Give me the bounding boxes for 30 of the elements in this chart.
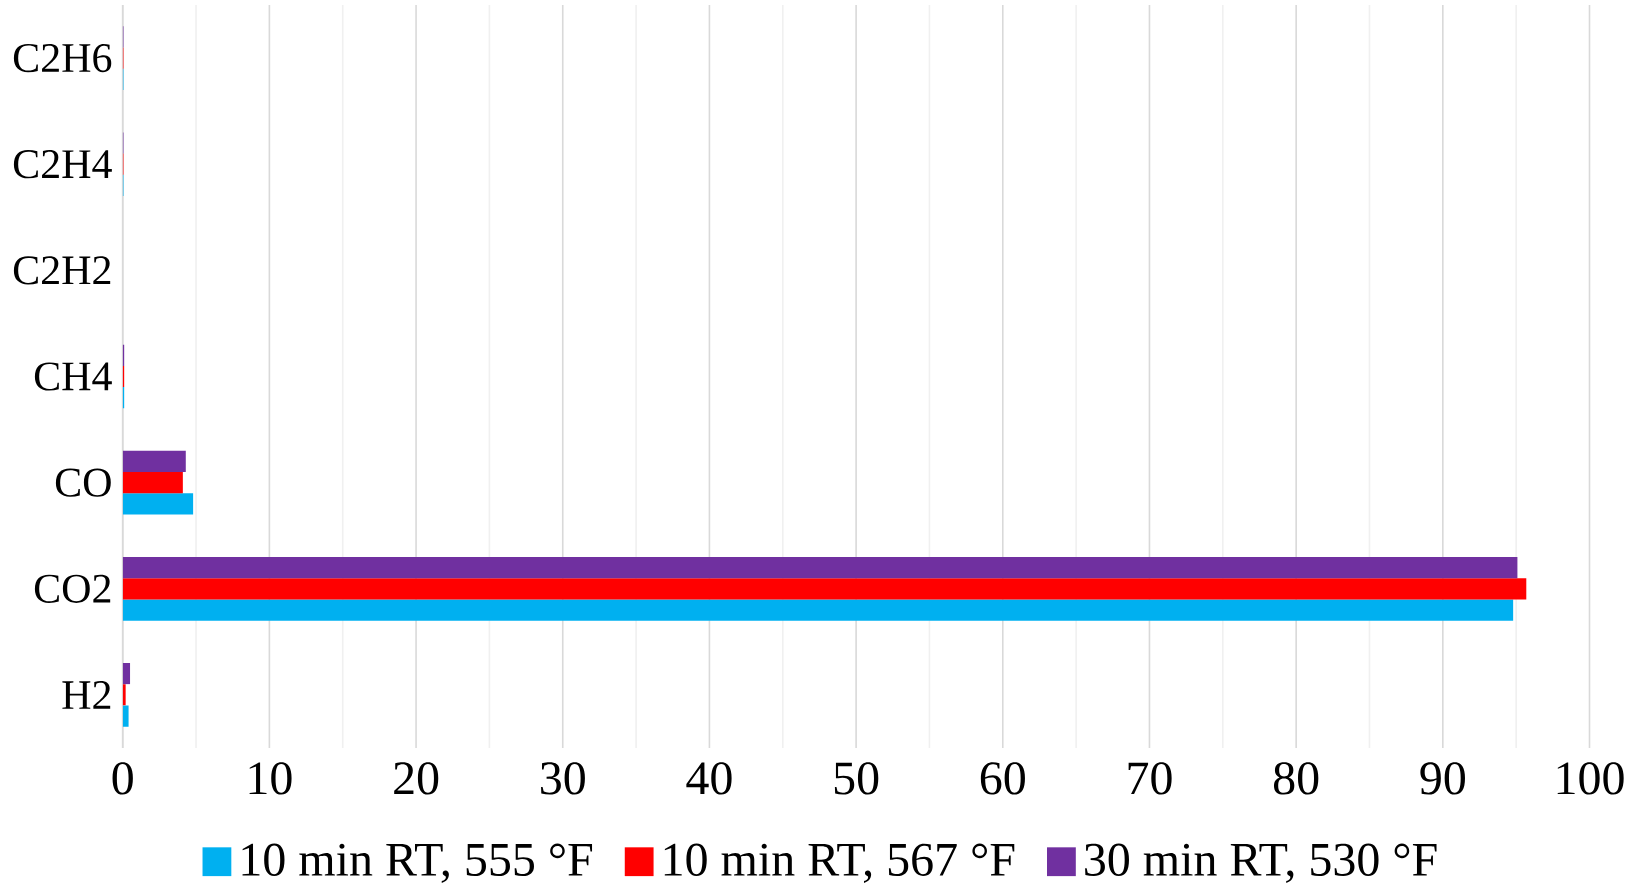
legend-label: 10 min RT, 555 °F <box>242 843 593 883</box>
bar <box>122 493 194 515</box>
x-tick-label: 20 <box>394 762 439 795</box>
x-tick-label: 50 <box>834 762 879 795</box>
bar <box>122 472 183 494</box>
bar <box>122 578 1527 600</box>
bar <box>122 450 186 473</box>
y-tick-label: C2H4 <box>13 150 112 179</box>
legend-label: 30 min RT, 530 °F <box>1085 843 1437 883</box>
y-tick-label: H2 <box>62 681 111 709</box>
x-tick-label: 80 <box>1273 762 1319 795</box>
bar <box>122 599 1514 621</box>
x-tick-label: 10 <box>249 762 292 795</box>
bar <box>122 556 1518 579</box>
y-tick-label: CO <box>55 468 111 497</box>
x-tick-label: 60 <box>980 762 1025 795</box>
legend-label: 10 min RT, 567 °F <box>664 843 1015 883</box>
x-tick-label: 40 <box>686 762 732 795</box>
x-tick-label: 0 <box>112 762 133 795</box>
y-tick-label: CO2 <box>34 574 111 603</box>
x-tick-label: 100 <box>1557 762 1624 795</box>
y-tick-label: C2H6 <box>13 43 112 73</box>
bar <box>122 663 131 685</box>
x-tick-label: 30 <box>541 762 585 795</box>
x-tick-label: 70 <box>1128 762 1172 795</box>
y-tick-label: CH4 <box>34 362 112 391</box>
bar <box>122 705 129 727</box>
x-tick-label: 90 <box>1420 762 1465 795</box>
y-tick-label: C2H2 <box>13 256 111 285</box>
bar <box>122 684 126 706</box>
